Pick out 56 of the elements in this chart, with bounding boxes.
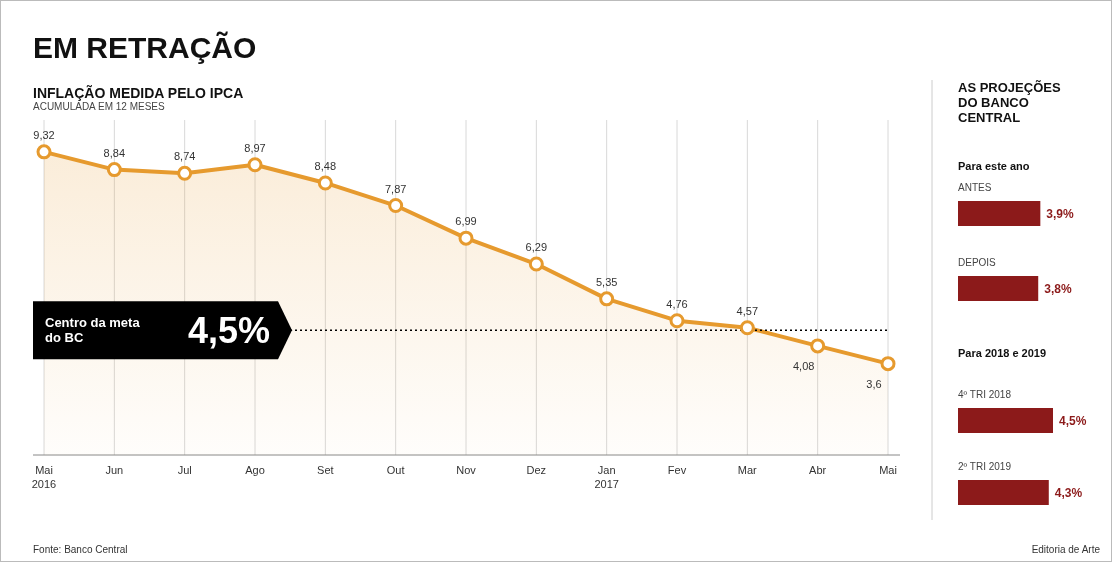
data-label: 6,99	[455, 215, 477, 228]
source-note: Fonte: Banco Central	[33, 544, 128, 555]
data-label: 5,35	[595, 275, 618, 288]
data-label: 4,57	[736, 304, 759, 317]
x-tick-label: Mar	[737, 464, 758, 476]
annotation: Para 2018 e 2019	[958, 347, 1047, 359]
point	[458, 230, 474, 246]
data-label: 8,84	[103, 146, 126, 159]
x-tick-label: Fev	[667, 464, 687, 476]
point	[317, 175, 333, 191]
x-tick-label: Jan 2017	[594, 464, 619, 490]
point	[669, 313, 685, 329]
y-tick-label: ANTES	[958, 182, 992, 193]
data-label: 4,5%	[1059, 414, 1087, 428]
chart-title: EM RETRAÇÃO	[33, 31, 257, 64]
data-label: 8,97	[244, 141, 266, 154]
y-tick-label: 4º TRI 2018	[958, 389, 1012, 400]
data-label: 3,6	[866, 377, 882, 390]
point	[388, 198, 404, 214]
point	[880, 356, 896, 372]
x-tick-label: Ago	[245, 464, 265, 476]
data-label: 8,48	[314, 159, 337, 172]
data-label: 4,76	[666, 297, 688, 310]
chart-title: AS PROJEÇÕES DO BANCO CENTRAL	[958, 80, 1061, 125]
data-label: 9,32	[33, 128, 55, 141]
chart-subtitle: INFLAÇÃO MEDIDA PELO IPCA	[33, 84, 244, 101]
x-tick-label: Mai 2016	[31, 464, 57, 490]
y-tick-label: 2º TRI 2019	[958, 461, 1012, 472]
point	[810, 338, 826, 354]
text: Editoria de Arte	[1031, 544, 1101, 555]
point	[599, 291, 615, 307]
data-label: 7,87	[384, 182, 407, 195]
text: Centro da meta do BC 4,5%	[45, 310, 270, 352]
point	[247, 157, 263, 173]
point	[177, 165, 193, 181]
point	[739, 320, 755, 336]
x-tick-label: Out	[386, 464, 405, 476]
data-label: 3,8%	[1044, 282, 1072, 296]
x-tick-label: Jul	[177, 464, 192, 476]
data-label: 4,08	[792, 359, 815, 372]
point	[528, 256, 544, 272]
x-tick-label: Dez	[526, 464, 547, 476]
point	[106, 162, 122, 178]
x-tick-label: Set	[317, 464, 334, 476]
data-label: 3,9%	[1046, 207, 1075, 221]
x-tick-label: Abr	[809, 464, 827, 476]
x-tick-label: Jun	[105, 464, 124, 476]
annotation: Para este ano	[958, 160, 1030, 172]
x-tick-label: Mai	[879, 464, 897, 476]
point	[36, 144, 52, 160]
data-label: 6,29	[525, 241, 548, 254]
data-label: 4,3%	[1054, 486, 1083, 500]
y-tick-label: DEPOIS	[958, 257, 997, 268]
data-label: 8,74	[173, 150, 196, 163]
text: ACUMULADA EM 12 MESES	[33, 101, 166, 112]
x-tick-label: Nov	[456, 464, 477, 476]
